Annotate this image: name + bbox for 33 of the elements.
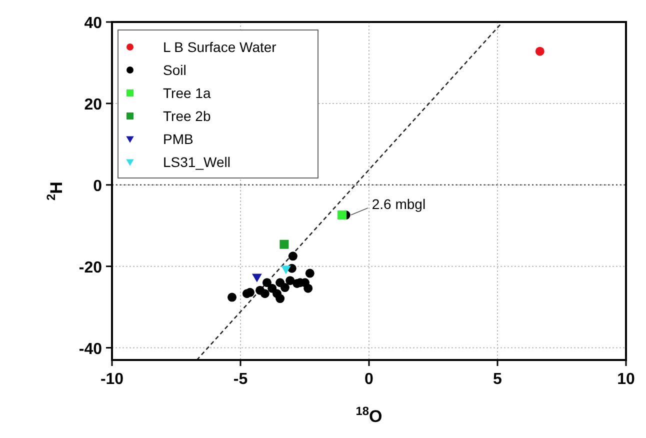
legend-label: Tree 2b <box>163 108 211 124</box>
point <box>286 276 295 286</box>
point <box>252 274 262 282</box>
legend-label: PMB <box>163 131 194 147</box>
x-tick-label: 10 <box>617 371 635 388</box>
y-tick-label: 0 <box>93 178 102 195</box>
point <box>280 240 289 249</box>
point <box>305 268 314 278</box>
point <box>338 210 347 220</box>
legend-label: LS31_Well <box>163 154 230 170</box>
x-axis-title: $^{18}$O <box>356 404 382 426</box>
y-tick-label: 20 <box>84 96 102 114</box>
y-tick-label: -20 <box>78 259 102 276</box>
x-tick-label: 0 <box>364 371 374 388</box>
point <box>262 278 272 288</box>
x-tick-label: -5 <box>233 371 248 388</box>
point <box>276 294 285 304</box>
point <box>256 286 265 295</box>
x-tick-label: -10 <box>100 371 124 388</box>
point <box>268 284 277 293</box>
annotation: 2.6 mbgl <box>372 196 426 212</box>
point <box>280 283 290 292</box>
x-tick-label: 5 <box>493 371 502 388</box>
point <box>281 266 291 274</box>
point <box>535 46 544 56</box>
legend-label: Soil <box>163 62 186 78</box>
point <box>228 292 237 302</box>
legend-label: L B Surface Water <box>163 39 277 55</box>
legend-label: Tree 1a <box>163 85 211 101</box>
y-tick-label: -40 <box>78 340 102 358</box>
point <box>242 289 252 298</box>
y-tick-label: 40 <box>84 15 102 32</box>
point <box>288 252 298 261</box>
